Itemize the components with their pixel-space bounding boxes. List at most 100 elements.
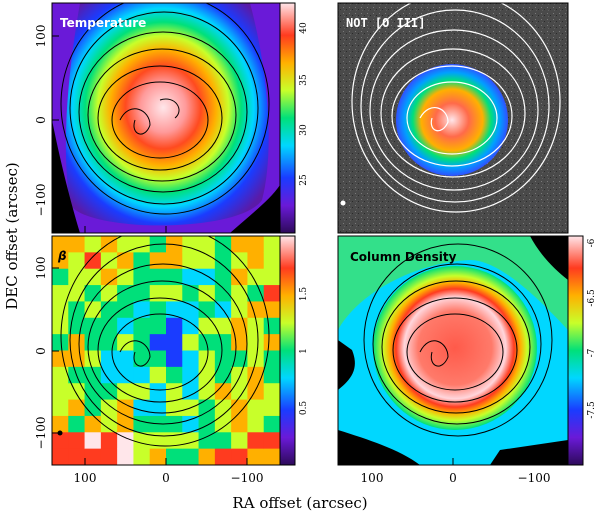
beta-pixel xyxy=(68,432,86,450)
beta-colorbar-scale xyxy=(279,235,296,466)
beta-pixel xyxy=(166,301,183,319)
panel-beta: β xyxy=(51,235,281,466)
oiii-frame xyxy=(337,2,569,234)
beta-pixel xyxy=(182,252,200,270)
y-tick-labels: 100 0 −100 100 0 −100 xyxy=(34,25,48,450)
beta-pixel xyxy=(198,301,216,319)
beta-map xyxy=(52,236,280,465)
temperature-cb-tick-25: 25 xyxy=(299,174,309,186)
beta-pixel xyxy=(133,366,151,384)
beta-pixel xyxy=(182,334,200,351)
beta-pixel xyxy=(84,415,102,433)
beta-pixel xyxy=(214,448,232,465)
beta-pixel xyxy=(68,236,86,253)
beta-pixel xyxy=(100,399,118,417)
beta-pixel xyxy=(100,301,118,319)
beta-pixel xyxy=(52,285,69,302)
beta-pixel xyxy=(166,415,183,433)
column-density-map xyxy=(373,266,537,430)
beta-pixel xyxy=(68,285,86,302)
beta-pixel xyxy=(52,366,69,384)
beta-pixel xyxy=(231,366,248,384)
beta-pixel xyxy=(117,366,134,384)
beta-pixel xyxy=(214,350,232,368)
beta-pixel xyxy=(84,252,102,270)
beta-pixel xyxy=(247,236,265,253)
column-density-colorbar: -6 -6.5 -7 -7.5 xyxy=(567,235,597,466)
beta-pixel xyxy=(166,448,183,465)
beta-pixel xyxy=(68,383,86,401)
beta-pixel xyxy=(182,415,200,433)
temperature-cb-tick-30: 30 xyxy=(299,124,309,136)
beta-pixel xyxy=(84,448,102,465)
temperature-cb-tick-35: 35 xyxy=(299,74,309,86)
beta-pixel xyxy=(166,252,183,270)
beta-pixel xyxy=(247,432,265,450)
beta-pixel xyxy=(117,252,134,270)
panel-column-density: Column Density xyxy=(337,235,569,466)
beta-pixel xyxy=(231,285,248,302)
beta-pixel xyxy=(166,285,183,302)
beta-pixel xyxy=(149,317,167,335)
beta-pixel xyxy=(117,334,134,351)
beta-pixel xyxy=(52,383,69,401)
panel-oiii: NOT [O III] xyxy=(337,2,569,234)
x-axis-title: RA offset (arcsec) xyxy=(232,494,367,512)
beta-pixel xyxy=(52,334,69,351)
beta-pixel xyxy=(52,317,69,335)
beta-pixel xyxy=(52,301,69,319)
beta-pixel xyxy=(247,399,265,417)
beta-pixel xyxy=(247,317,265,335)
beta-beam xyxy=(57,430,63,436)
beta-pixel xyxy=(166,334,183,351)
beta-pixel xyxy=(231,448,248,465)
beta-pixel xyxy=(231,268,248,286)
beta-pixel xyxy=(149,252,167,270)
beta-pixel xyxy=(133,317,151,335)
column-density-title: Column Density xyxy=(350,250,457,264)
beta-pixel xyxy=(231,236,248,253)
x-tick-labels: 100 0 −100 100 0 −100 xyxy=(74,471,551,485)
beta-pixel xyxy=(117,350,134,368)
beta-pixel xyxy=(68,334,86,351)
beta-pixel xyxy=(84,285,102,302)
beta-pixel xyxy=(84,236,102,253)
y-tick-top-100: 100 xyxy=(34,25,48,48)
x-tick-left-m100: −100 xyxy=(231,471,264,485)
beta-cb-tick-1: 1 xyxy=(299,348,309,354)
beta-pixel xyxy=(100,383,118,401)
y-tick-bottom-0: 0 xyxy=(34,347,48,355)
column-density-mask-bottomleft xyxy=(338,430,420,465)
beta-pixel xyxy=(263,252,280,270)
beta-pixel xyxy=(263,268,280,286)
beta-pixel xyxy=(68,301,86,319)
beta-pixel xyxy=(198,268,216,286)
beta-pixel xyxy=(263,236,280,253)
beta-pixel xyxy=(117,236,134,253)
beta-pixel xyxy=(263,334,280,351)
beta-pixel xyxy=(231,252,248,270)
beta-pixel xyxy=(149,383,167,401)
column-density-mask-left xyxy=(338,340,355,390)
beta-pixel xyxy=(214,334,232,351)
beta-pixel xyxy=(149,268,167,286)
beta-pixel xyxy=(117,285,134,302)
beta-pixel xyxy=(100,366,118,384)
y-tick-bottom-100: 100 xyxy=(34,257,48,280)
temperature-title: Temperature xyxy=(60,16,146,30)
beta-pixel xyxy=(214,415,232,433)
beta-pixel xyxy=(198,366,216,384)
beta-pixel xyxy=(166,399,183,417)
beta-pixel xyxy=(52,350,69,368)
beta-pixel xyxy=(52,252,69,270)
beta-pixel xyxy=(263,366,280,384)
beta-pixel xyxy=(247,285,265,302)
column-density-cb-tick-7.5: -7.5 xyxy=(587,401,597,419)
x-tick-right-100: 100 xyxy=(361,471,384,485)
beta-pixel xyxy=(84,383,102,401)
beta-pixel xyxy=(133,448,151,465)
beta-pixel xyxy=(214,317,232,335)
column-density-mask-bottomright xyxy=(490,440,568,465)
temperature-mask-right xyxy=(230,185,280,233)
column-density-colorbar-scale xyxy=(567,235,584,466)
